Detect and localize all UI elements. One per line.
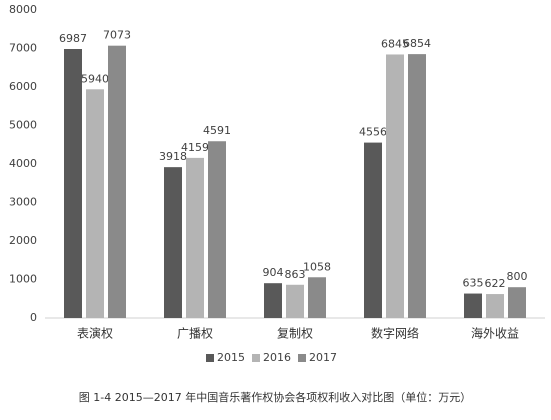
data-label: 863: [285, 268, 306, 281]
bar: [208, 141, 226, 318]
bar: [508, 287, 526, 318]
data-label: 800: [507, 270, 528, 283]
bar: [386, 54, 404, 318]
x-tick-label: 海外收益: [471, 326, 519, 341]
data-label: 622: [485, 277, 506, 290]
bar: [186, 157, 204, 318]
bar: [164, 167, 182, 318]
data-label: 7073: [103, 29, 131, 42]
data-label: 1058: [303, 260, 331, 273]
data-label: 635: [463, 277, 484, 290]
bar: [486, 294, 504, 318]
x-tick-label: 广播权: [177, 327, 213, 341]
data-label: 904: [263, 266, 284, 279]
bar: [64, 49, 82, 319]
y-tick-label: 0: [30, 311, 37, 324]
bar: [264, 283, 282, 318]
bar: [464, 293, 482, 318]
y-tick-label: 6000: [9, 80, 37, 93]
x-tick-label: 数字网络: [371, 326, 419, 341]
y-tick-label: 7000: [9, 42, 37, 55]
legend-swatch: [206, 354, 214, 362]
bar: [308, 277, 326, 318]
data-label: 6845: [381, 37, 409, 50]
bar: [286, 284, 304, 318]
legend-label: 2016: [263, 351, 291, 364]
legend-swatch: [298, 354, 306, 362]
y-tick-label: 2000: [9, 234, 37, 247]
data-label: 3918: [159, 150, 187, 163]
bar: [108, 45, 126, 318]
y-tick-label: 3000: [9, 196, 37, 209]
y-tick-label: 8000: [9, 3, 37, 16]
bar: [364, 142, 382, 318]
data-label: 4159: [181, 141, 209, 154]
data-label: 4591: [203, 124, 231, 137]
y-tick-label: 5000: [9, 119, 37, 132]
data-label: 4556: [359, 126, 387, 139]
legend-swatch: [252, 354, 260, 362]
y-tick-label: 4000: [9, 157, 37, 170]
data-label: 5940: [81, 72, 109, 85]
bar: [408, 54, 426, 318]
data-label: 6987: [59, 32, 87, 45]
y-tick-label: 1000: [9, 273, 37, 286]
bar: [86, 89, 104, 318]
x-tick-label: 表演权: [77, 326, 113, 341]
legend-label: 2015: [217, 351, 245, 364]
x-tick-label: 复制权: [277, 327, 313, 341]
legend-label: 2017: [309, 351, 337, 364]
data-label: 6854: [403, 37, 431, 50]
chart-caption: 图 1-4 2015—2017 年中国音乐著作权协会各项权利收入对比图（单位：万…: [79, 390, 471, 404]
